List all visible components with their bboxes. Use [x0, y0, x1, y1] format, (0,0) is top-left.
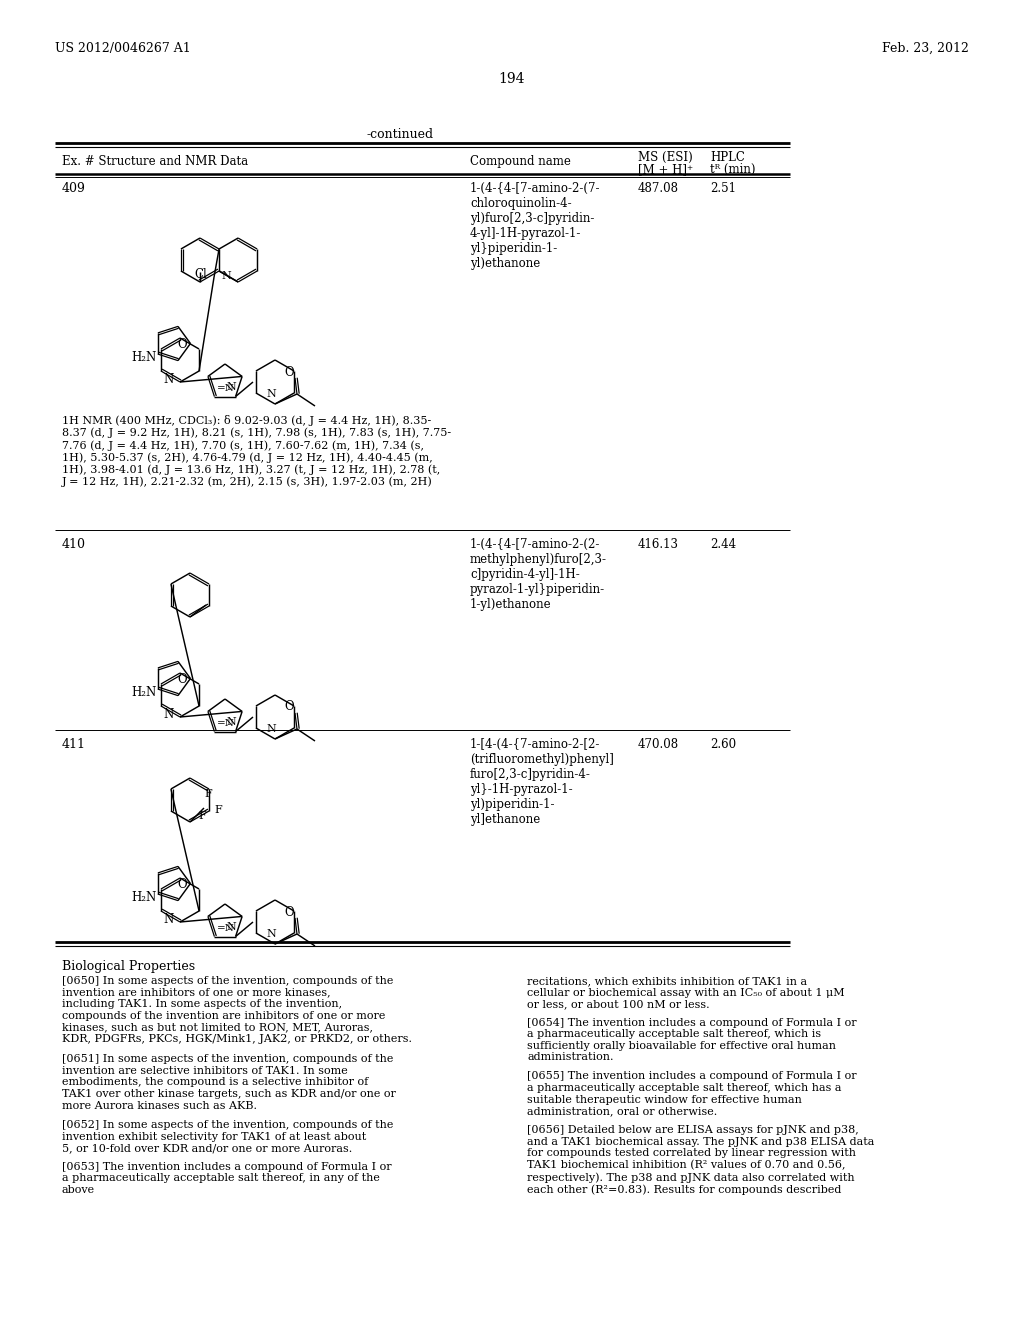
Text: N: N	[266, 929, 275, 939]
Text: N: N	[163, 708, 173, 721]
Text: Ex. # Structure and NMR Data: Ex. # Structure and NMR Data	[62, 154, 248, 168]
Text: O: O	[285, 366, 294, 379]
Text: 194: 194	[499, 73, 525, 86]
Text: 1H NMR (400 MHz, CDCl₃): δ 9.02-9.03 (d, J = 4.4 Hz, 1H), 8.35-
8.37 (d, J = 9.2: 1H NMR (400 MHz, CDCl₃): δ 9.02-9.03 (d,…	[62, 414, 452, 487]
Text: [0655] The invention includes a compound of Formula I or
a pharmaceutically acce: [0655] The invention includes a compound…	[527, 1072, 857, 1117]
Text: =N: =N	[216, 719, 234, 729]
Text: O: O	[177, 338, 187, 351]
Text: 1-(4-{4-[7-amino-2-(2-
methylphenyl)furo[2,3-
c]pyridin-4-yl]-1H-
pyrazol-1-yl}p: 1-(4-{4-[7-amino-2-(2- methylphenyl)furo…	[470, 539, 607, 611]
Text: N: N	[226, 921, 237, 932]
Text: N: N	[221, 271, 231, 281]
Text: 470.08: 470.08	[638, 738, 679, 751]
Text: -continued: -continued	[367, 128, 433, 141]
Text: [0651] In some aspects of the invention, compounds of the
invention are selectiv: [0651] In some aspects of the invention,…	[62, 1055, 396, 1110]
Text: [0652] In some aspects of the invention, compounds of the
invention exhibit sele: [0652] In some aspects of the invention,…	[62, 1121, 393, 1154]
Text: Biological Properties: Biological Properties	[62, 960, 196, 973]
Text: N: N	[163, 913, 173, 927]
Text: 2.44: 2.44	[710, 539, 736, 550]
Text: N: N	[266, 723, 275, 734]
Text: 409: 409	[62, 182, 86, 195]
Text: =N: =N	[216, 924, 234, 933]
Text: 1-[4-(4-{7-amino-2-[2-
(trifluoromethyl)phenyl]
furo[2,3-c]pyridin-4-
yl}-1H-pyr: 1-[4-(4-{7-amino-2-[2- (trifluoromethyl)…	[470, 738, 613, 826]
Text: [M + H]⁺: [M + H]⁺	[638, 162, 693, 176]
Text: F: F	[198, 810, 206, 821]
Text: Cl: Cl	[194, 268, 207, 281]
Text: 2.60: 2.60	[710, 738, 736, 751]
Text: N: N	[226, 381, 237, 392]
Text: MS (ESI): MS (ESI)	[638, 150, 693, 164]
Text: F: F	[214, 805, 222, 814]
Text: O: O	[177, 673, 187, 686]
Text: [0653] The invention includes a compound of Formula I or
a pharmaceutically acce: [0653] The invention includes a compound…	[62, 1162, 391, 1195]
Text: tᴿ (min): tᴿ (min)	[710, 162, 756, 176]
Text: [0654] The invention includes a compound of Formula I or
a pharmaceutically acce: [0654] The invention includes a compound…	[527, 1018, 857, 1063]
Text: O: O	[177, 878, 187, 891]
Text: H₂N: H₂N	[131, 686, 157, 700]
Text: [0656] Detailed below are ELISA assays for pJNK and p38,
and a TAK1 biochemical : [0656] Detailed below are ELISA assays f…	[527, 1125, 874, 1195]
Text: [0650] In some aspects of the invention, compounds of the
invention are inhibito: [0650] In some aspects of the invention,…	[62, 975, 412, 1044]
Text: O: O	[285, 701, 294, 714]
Text: 410: 410	[62, 539, 86, 550]
Text: 1-(4-{4-[7-amino-2-(7-
chloroquinolin-4-
yl)furo[2,3-c]pyridin-
4-yl]-1H-pyrazol: 1-(4-{4-[7-amino-2-(7- chloroquinolin-4-…	[470, 182, 600, 271]
Text: HPLC: HPLC	[710, 150, 744, 164]
Text: H₂N: H₂N	[131, 351, 157, 364]
Text: N: N	[163, 374, 173, 385]
Text: recitations, which exhibits inhibition of TAK1 in a
cellular or biochemical assa: recitations, which exhibits inhibition o…	[527, 975, 845, 1010]
Text: =N: =N	[216, 384, 234, 393]
Text: US 2012/0046267 A1: US 2012/0046267 A1	[55, 42, 190, 55]
Text: N: N	[266, 389, 275, 399]
Text: F: F	[204, 789, 212, 799]
Text: Feb. 23, 2012: Feb. 23, 2012	[882, 42, 969, 55]
Text: Compound name: Compound name	[470, 154, 570, 168]
Text: H₂N: H₂N	[131, 891, 157, 904]
Text: O: O	[285, 906, 294, 919]
Text: 2.51: 2.51	[710, 182, 736, 195]
Text: 411: 411	[62, 738, 86, 751]
Text: 487.08: 487.08	[638, 182, 679, 195]
Text: N: N	[226, 717, 237, 726]
Text: 416.13: 416.13	[638, 539, 679, 550]
